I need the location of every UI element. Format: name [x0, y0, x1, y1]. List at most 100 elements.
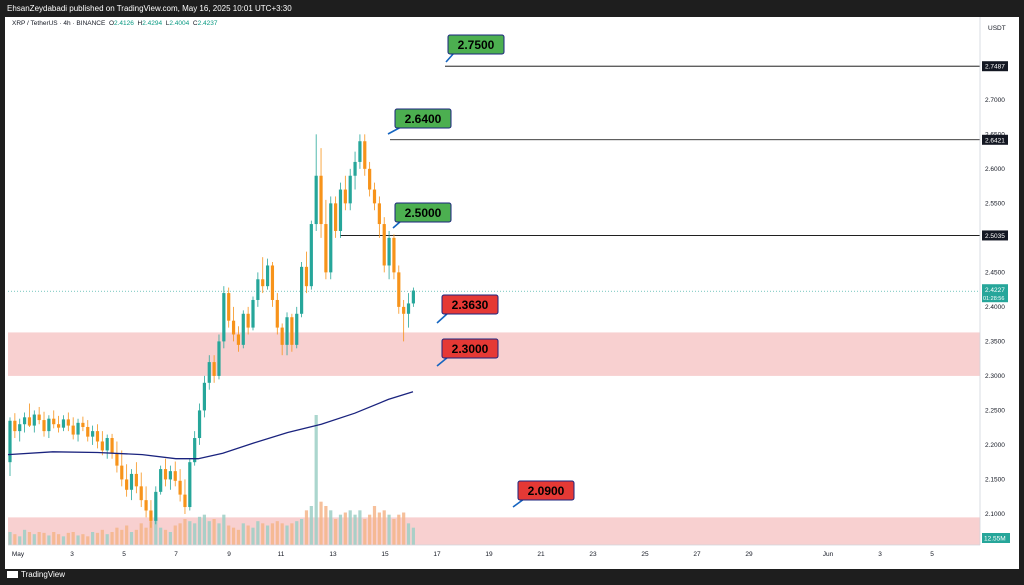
target-callout[interactable]: 2.7500	[445, 34, 505, 63]
candle[interactable]	[42, 411, 46, 437]
candle[interactable]	[18, 418, 22, 442]
candle[interactable]	[411, 287, 415, 307]
candle[interactable]	[387, 230, 391, 280]
candle[interactable]	[241, 310, 245, 349]
candle[interactable]	[319, 148, 323, 238]
time-axis: May 3 5 7 9 11 13 15 17 19 21 23 25 27 29 Jun 3 5	[8, 544, 980, 558]
candle[interactable]	[32, 410, 36, 433]
candle[interactable]	[382, 217, 386, 273]
candle[interactable]	[329, 196, 333, 280]
candle[interactable]	[285, 312, 289, 356]
candle[interactable]	[256, 272, 260, 307]
candle[interactable]	[314, 134, 318, 231]
candle[interactable]	[363, 134, 367, 176]
candle[interactable]	[188, 458, 192, 511]
candle[interactable]	[212, 355, 216, 383]
candle[interactable]	[183, 479, 187, 514]
candle[interactable]	[290, 313, 294, 352]
candle[interactable]	[406, 293, 411, 328]
candle[interactable]	[139, 472, 143, 508]
candle-body	[193, 438, 197, 463]
candle[interactable]	[22, 412, 27, 433]
candle[interactable]	[81, 416, 85, 432]
x-tick-label: 3	[878, 551, 882, 558]
candle[interactable]	[236, 326, 241, 352]
candle[interactable]	[110, 433, 114, 459]
candle[interactable]	[207, 355, 211, 390]
candle[interactable]	[227, 287, 231, 328]
candle[interactable]	[47, 415, 51, 439]
candle[interactable]	[295, 306, 299, 349]
candle[interactable]	[353, 151, 357, 190]
candle[interactable]	[37, 406, 41, 425]
candle[interactable]	[231, 306, 236, 342]
candle[interactable]	[402, 299, 406, 342]
candle[interactable]	[168, 465, 172, 490]
target-callout[interactable]: 2.6400	[387, 108, 452, 135]
candle[interactable]	[309, 220, 313, 290]
candle[interactable]	[246, 306, 250, 335]
candle[interactable]	[27, 403, 32, 427]
candle[interactable]	[304, 251, 309, 294]
y-tick-label: 2.4500	[985, 269, 1005, 276]
candle[interactable]	[134, 462, 138, 494]
candle[interactable]	[324, 199, 328, 280]
candle[interactable]	[163, 458, 168, 487]
candle[interactable]	[392, 234, 396, 280]
candle[interactable]	[343, 175, 347, 211]
candle[interactable]	[173, 461, 177, 487]
candle[interactable]	[100, 431, 104, 456]
candle[interactable]	[159, 465, 163, 495]
support-callout[interactable]: 2.3630	[436, 294, 499, 324]
candle[interactable]	[251, 296, 255, 331]
candle[interactable]	[86, 420, 90, 442]
candle[interactable]	[57, 415, 61, 433]
candle[interactable]	[202, 375, 206, 418]
candle[interactable]	[348, 168, 352, 211]
candle[interactable]	[193, 431, 197, 466]
candle[interactable]	[149, 500, 153, 528]
candle[interactable]	[76, 418, 80, 442]
candle[interactable]	[377, 196, 381, 238]
candle[interactable]	[13, 413, 17, 439]
support-callout[interactable]: 2.0900	[512, 480, 575, 508]
volume-bar	[377, 512, 381, 545]
volume-bar	[256, 521, 260, 545]
candle[interactable]	[372, 182, 377, 211]
candle[interactable]	[178, 469, 182, 502]
candle[interactable]	[334, 196, 338, 238]
candle[interactable]	[358, 134, 362, 169]
candle[interactable]	[154, 486, 158, 525]
candle[interactable]	[275, 293, 279, 335]
candle[interactable]	[52, 410, 56, 429]
candle[interactable]	[397, 265, 401, 314]
candle[interactable]	[129, 469, 134, 501]
candle[interactable]	[270, 262, 275, 307]
candle[interactable]	[338, 182, 343, 238]
candle[interactable]	[300, 262, 304, 318]
candle[interactable]	[368, 161, 372, 197]
candle[interactable]	[8, 417, 12, 476]
candle[interactable]	[217, 334, 221, 380]
support-callout[interactable]: 2.3000	[436, 338, 499, 367]
candle[interactable]	[91, 425, 95, 445]
candle[interactable]	[105, 434, 109, 459]
candle[interactable]	[95, 424, 100, 449]
candle[interactable]	[197, 403, 202, 445]
volume-bar	[353, 514, 357, 545]
candle[interactable]	[261, 257, 265, 294]
candle[interactable]	[280, 323, 284, 356]
candle[interactable]	[222, 286, 226, 349]
volume-bar	[212, 519, 216, 545]
target-callout[interactable]: 2.5000	[392, 202, 452, 229]
candle[interactable]	[66, 412, 70, 432]
candle[interactable]	[61, 415, 66, 432]
candle[interactable]	[125, 464, 129, 497]
candle[interactable]	[144, 486, 148, 518]
candle[interactable]	[115, 441, 119, 473]
volume-bars	[8, 415, 415, 545]
candle[interactable]	[265, 258, 270, 290]
candle[interactable]	[120, 450, 124, 487]
candle[interactable]	[71, 417, 75, 440]
